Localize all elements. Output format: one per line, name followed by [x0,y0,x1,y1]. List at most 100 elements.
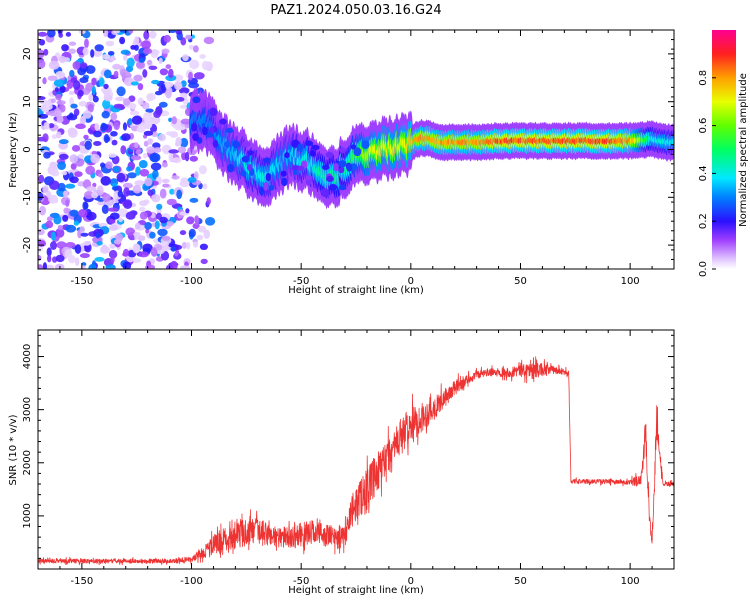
y-tick-label: -20 [22,237,33,253]
spectrogram-noise-blob [84,191,94,199]
spectrogram-noise-blob [179,137,189,148]
spectrogram-noise-blob [118,217,123,223]
spectrogram-ridge-blob [219,118,227,125]
spectrogram-noise-blob [111,139,118,146]
spectrogram-noise-blob [63,190,69,198]
spectrogram-noise-blob [100,123,108,131]
spectrogram-noise-blob [38,39,46,46]
spectrogram-noise-blob [78,208,88,218]
spectrogram-noise-blob [147,189,154,196]
spectrogram-noise-blob [195,216,200,226]
spectrogram-noise-blob [130,81,139,86]
spectrogram-noise-blob [199,54,206,59]
spectrogram-noise-blob [143,130,154,136]
x-tick-label: 50 [514,576,527,587]
spectrogram-noise-blob [70,103,78,109]
spectrogram-noise-blob [69,154,79,164]
spectrogram-noise-blob [132,243,141,254]
spectrogram-noise-blob [100,176,111,186]
spectrogram-noise-blob [148,65,158,71]
spectrogram-noise-blob [98,173,104,178]
spectrogram-noise-blob [55,131,62,139]
spectrogram-noise-blob [189,197,199,203]
spectrogram-noise-blob [159,188,167,199]
spectrogram-noise-blob [77,154,85,159]
spectrogram-noise-blob [57,161,66,171]
spectrogram-noise-blob [38,245,43,253]
spectrogram-noise-blob [170,246,177,252]
spectrogram-noise-blob [185,208,190,214]
spectrogram-noise-blob [51,170,60,177]
spectrogram-noise-blob [87,103,94,113]
spectrogram-ridge-blob [192,96,201,104]
spectrogram-noise-blob [50,241,57,250]
spectrogram-noise-blob [109,212,120,220]
spectrogram-ridge-blob [209,126,215,134]
spectrogram-ridge-blob [338,184,347,191]
spectrogram-noise-blob [72,80,81,90]
spectrogram-ridge-blob [190,122,198,132]
spectrogram-noise-blob [74,244,82,254]
spectrogram-noise-blob [107,207,119,212]
spectrogram-noise-blob [159,68,169,76]
spectrogram-noise-blob [46,247,52,257]
spectrogram-noise-blob [90,153,100,164]
spectrogram-noise-blob [108,224,118,231]
spectrogram-ridge-blob [246,164,253,171]
spectrogram-noise-blob [201,60,210,71]
spectrogram-noise-blob [135,149,141,155]
spectrogram-ridge-blob [281,177,288,187]
spectrogram-noise-blob [113,30,121,34]
spectrogram-ridge-blob [202,126,208,136]
colorbar-tick-label: 0.8 [698,70,709,86]
spectrogram-noise-blob [151,194,161,203]
spectrogram-noise-blob [157,228,168,237]
spectrogram-noise-blob [178,87,190,95]
spectrogram-noise-blob [139,206,146,212]
spectrogram-noise-blob [38,264,44,269]
spectrogram-noise-blob [143,140,149,147]
spectrogram-noise-blob [188,71,193,81]
spectrogram-noise-blob [38,191,44,201]
spectrogram-noise-blob [126,166,132,172]
spectrogram-noise-blob [45,103,53,110]
spectrogram-ridge-blob [259,186,265,196]
spectrogram-noise-blob [109,242,116,249]
spectrogram-noise-blob [139,200,148,207]
spectrogram-noise-blob [128,118,133,126]
spectrogram-noise-blob [68,90,75,95]
x-tick-label: -50 [293,276,309,287]
spectrogram-noise-blob [193,171,199,180]
spectrogram-noise-blob [58,139,69,145]
spectrogram-noise-blob [110,131,118,137]
spectrogram-noise-blob [174,126,186,131]
spectrogram-noise-blob [105,40,115,47]
spectrogram-noise-blob [146,93,156,101]
spectrogram-ridge-blob [305,140,313,147]
spectrogram-noise-blob [144,222,152,230]
spectrogram-noise-blob [136,60,145,69]
spectrogram-noise-blob [47,75,58,81]
spectrogram-noise-blob [48,60,60,70]
spectrogram-noise-blob [91,86,96,95]
spectrogram-noise-blob [130,155,142,161]
spectrogram-noise-blob [102,99,111,110]
spectrogram-noise-blob [135,222,141,230]
spectrogram-noise-blob [93,130,102,138]
spectrogram-noise-blob [91,77,97,86]
spectrogram-noise-blob [150,49,160,55]
spectrogram-noise-blob [42,133,49,143]
spectrogram-noise-blob [49,180,60,190]
spectrogram-noise-blob [123,187,130,197]
spectrogram-noise-blob [154,220,160,230]
spectrogram-noise-blob [162,183,170,188]
spectrogram-noise-blob [100,162,106,168]
spectrogram-noise-blob [90,49,95,58]
spectrogram-noise-blob [50,231,57,241]
spectrogram-ridge-blob [240,170,247,177]
y-tick-label: 1000 [22,503,33,528]
spectrogram-noise-blob [136,126,146,133]
spectrogram-noise-blob [187,177,197,183]
spectrogram-ridge-blob [361,140,370,149]
spectrogram-noise-blob [150,247,158,257]
